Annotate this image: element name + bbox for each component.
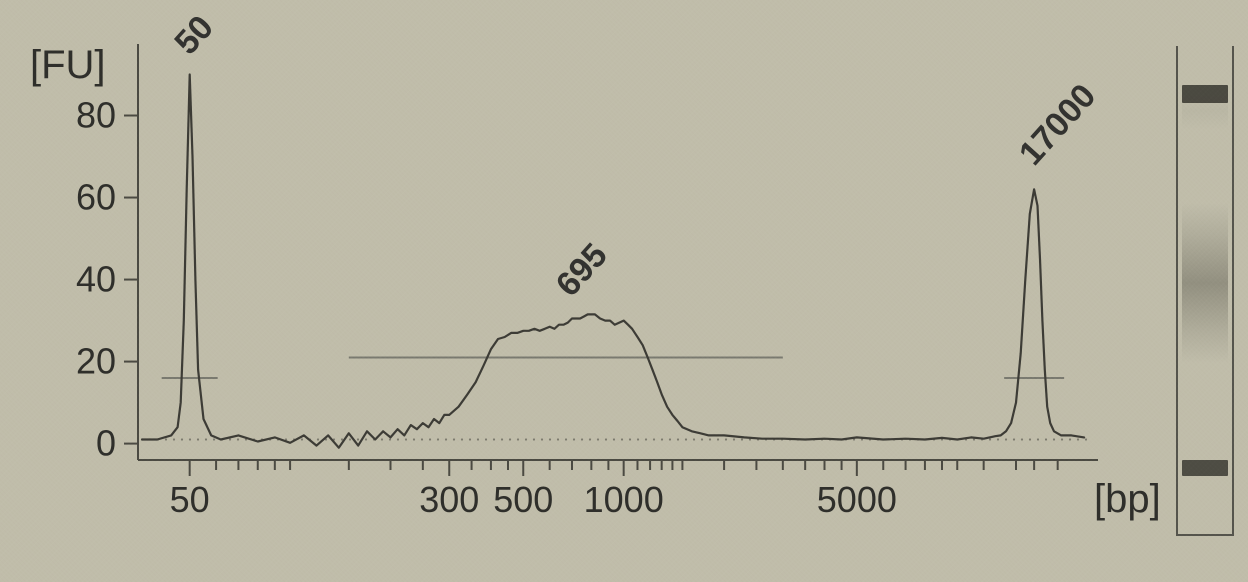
electropherogram-plot: 0 20 40 60 80 [FU] 50 300 500 1000 5000 [bp] 50 695 17… <box>0 0 1248 582</box>
y-tick-label: 60 <box>76 177 116 218</box>
y-tick-label: 80 <box>76 95 116 136</box>
peak-label: 695 <box>549 236 615 304</box>
x-tick-label: 300 <box>419 479 479 520</box>
gel-band <box>1182 460 1228 476</box>
y-axis-label: [FU] <box>30 43 106 87</box>
gel-frame-left <box>1176 46 1178 536</box>
x-tick-label: 5000 <box>817 479 897 520</box>
svg-text:17000: 17000 <box>1012 77 1104 173</box>
gel-band <box>1182 203 1228 363</box>
y-tick-label: 0 <box>96 423 116 464</box>
gel-band <box>1182 85 1228 103</box>
x-tick-label: 500 <box>493 479 553 520</box>
y-tick-label: 40 <box>76 259 116 300</box>
svg-text:695: 695 <box>549 236 615 304</box>
figure-root: 0 20 40 60 80 [FU] 50 300 500 1000 5000 [bp] 50 695 17… <box>0 0 1248 582</box>
gel-frame-right <box>1232 46 1234 536</box>
x-tick-label: 1000 <box>584 479 664 520</box>
peak-label: 50 <box>167 8 221 62</box>
x-tick-label: 50 <box>170 479 210 520</box>
peak-label: 17000 <box>1012 77 1104 173</box>
gel-lane <box>1176 46 1234 536</box>
gel-frame-bottom <box>1176 534 1234 536</box>
y-tick-label: 20 <box>76 341 116 382</box>
svg-text:50: 50 <box>167 8 221 62</box>
x-axis-label: [bp] <box>1094 477 1161 521</box>
